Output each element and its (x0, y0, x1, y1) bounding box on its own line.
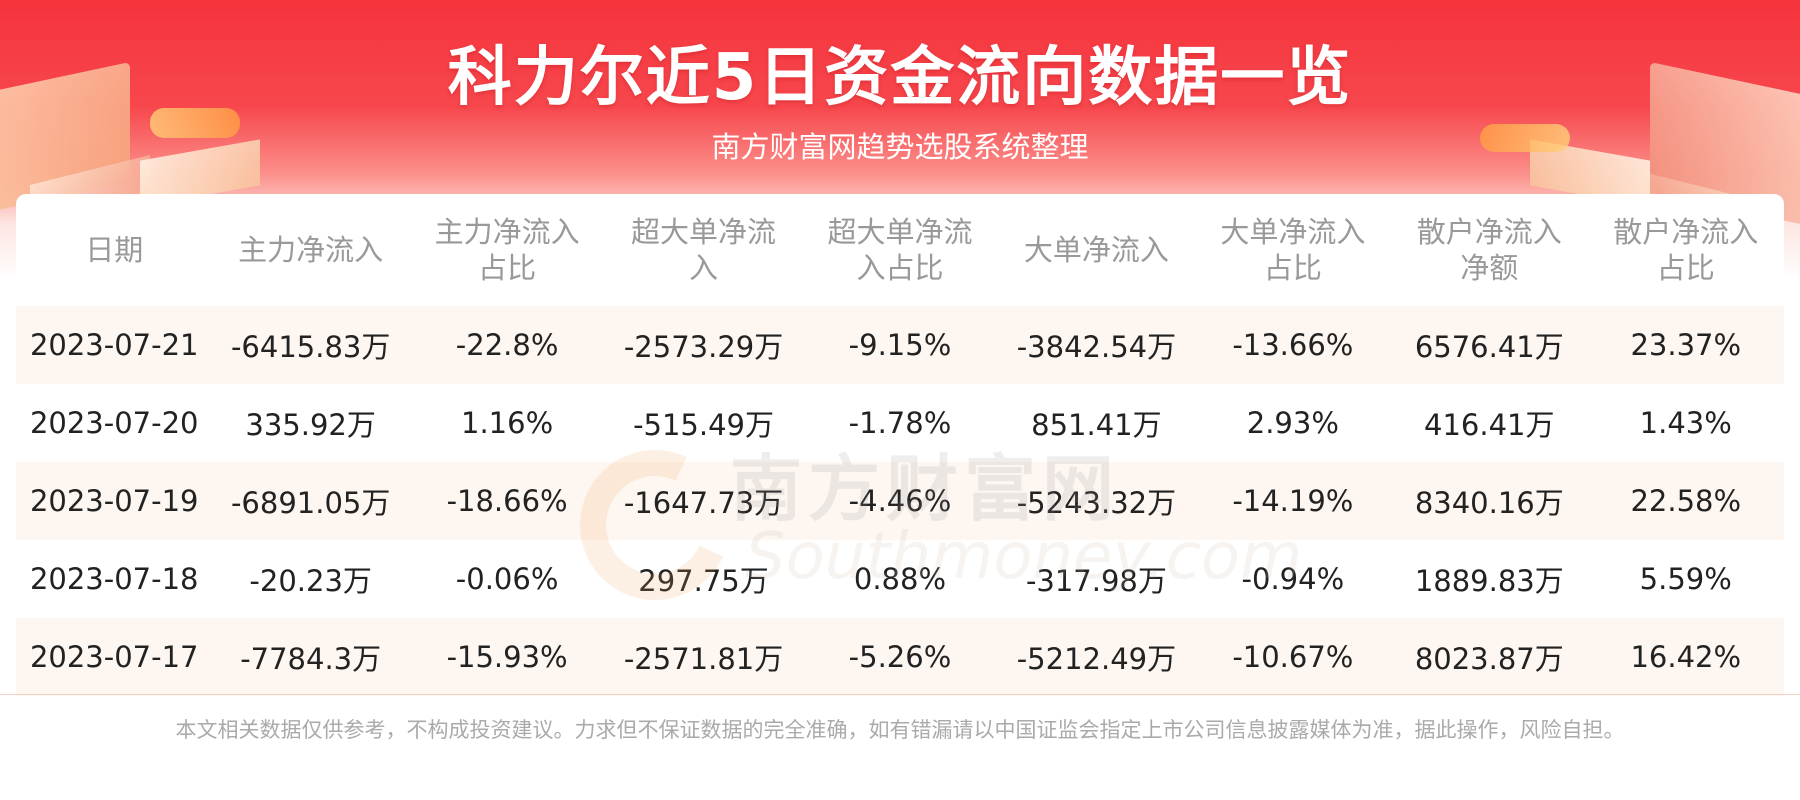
value-cell: -20.23万 (249, 564, 372, 598)
table-row: 2023-07-20 335.92万 1.16% -515.49万 -1.78% 851.… (16, 384, 1784, 462)
column-header: 大单净流入 (998, 194, 1194, 306)
column-header-label: 主力净流入 (238, 233, 384, 267)
value-cell: 2.93% (1246, 406, 1339, 440)
column-header-label: 超大单净流 (827, 215, 973, 249)
column-header-label: 主力净流入 (434, 215, 580, 249)
column-header-label: 大单净流入 (1023, 233, 1169, 267)
column-header-label: 净额 (1460, 251, 1519, 285)
column-header-label: 入占比 (856, 251, 944, 285)
value-cell: -2573.29万 (605, 306, 802, 384)
column-header: 超大单净流 入占比 (802, 194, 998, 306)
table-row: 2023-07-19 -6891.05万 -18.66% -1647.73万 -4.46… (16, 462, 1784, 540)
value-cell: -2571.81万 (605, 618, 802, 696)
value-cell: -6891.05万 (212, 462, 409, 540)
value-cell: 416.41万 (1424, 408, 1555, 442)
page-title: 科力尔近5日资金流向数据一览 (447, 41, 1353, 115)
column-header-label: 大单净流入 (1220, 215, 1366, 249)
table-row: 2023-07-17 -7784.3万 -15.93% -2571.81万 -5.26%… (16, 618, 1784, 696)
date-cell: 2023-07-18 (29, 562, 199, 596)
column-header: 超大单净流入 (605, 194, 801, 306)
value-cell: 23.37% (1587, 306, 1784, 384)
column-header-label: 占比 (1263, 251, 1322, 285)
table-card (16, 194, 1784, 694)
value-cell: 16.42% (1587, 618, 1784, 696)
value-cell: 851.41万 (1031, 408, 1162, 442)
table-row: 2023-07-18 -20.23万 -0.06% 297.75万 0.88% -317.… (16, 540, 1784, 618)
date-cell: 2023-07-21 (16, 306, 213, 384)
fund-flow-table: 日期 主力净流入 主力净流入 占比 超大单净流入超大单净流 入占比 大单净流入 大单净流入 占比… (16, 194, 1784, 696)
value-cell: -0.94% (1241, 562, 1345, 596)
value-cell: -9.15% (801, 306, 999, 384)
value-cell: 5.59% (1639, 562, 1732, 596)
value-cell: 22.58% (1587, 462, 1784, 540)
value-cell: 8340.16万 (1391, 462, 1588, 540)
column-header-label: 散户净流入 (1416, 215, 1562, 249)
column-header: 大单净流入 占比 (1195, 194, 1391, 306)
table-body: 2023-07-21 -6415.83万 -22.8% -2573.29万 -9.15%… (16, 306, 1784, 696)
date-cell: 2023-07-19 (16, 462, 213, 540)
date-cell: 2023-07-20 (29, 406, 199, 440)
value-cell: -0.06% (455, 562, 559, 596)
value-cell: 1.43% (1639, 406, 1732, 440)
column-header-label: 超大单净流 (631, 215, 777, 249)
column-header-label: 入 (689, 251, 719, 285)
column-header: 散户净流入 净额 (1391, 194, 1587, 306)
value-cell: -18.66% (408, 462, 606, 540)
value-cell: -515.49万 (633, 408, 774, 442)
column-header: 主力净流入 (212, 194, 408, 306)
decorative-shape (1480, 124, 1570, 152)
value-cell: -10.67% (1194, 618, 1392, 696)
value-cell: -1.78% (848, 406, 952, 440)
table-row: 2023-07-21 -6415.83万 -22.8% -2573.29万 -9.15%… (16, 306, 1784, 384)
value-cell: -13.66% (1194, 306, 1392, 384)
value-cell: 1889.83万 (1414, 564, 1564, 598)
value-cell: -7784.3万 (212, 618, 409, 696)
date-cell: 2023-07-17 (16, 618, 213, 696)
value-cell: 8023.87万 (1391, 618, 1588, 696)
value-cell: 1.16% (461, 406, 554, 440)
value-cell: 6576.41万 (1391, 306, 1588, 384)
column-header-label: 占比 (1656, 251, 1715, 285)
table-header-row: 日期 主力净流入 主力净流入 占比 超大单净流入超大单净流 入占比 大单净流入 大单净流入 占比… (16, 194, 1784, 306)
value-cell: -6415.83万 (212, 306, 409, 384)
value-cell: -22.8% (408, 306, 606, 384)
value-cell: 0.88% (853, 562, 947, 596)
value-cell: -4.46% (801, 462, 999, 540)
column-header: 散户净流入 占比 (1588, 194, 1785, 306)
value-cell: -5243.32万 (998, 462, 1195, 540)
column-header: 主力净流入 占比 (409, 194, 605, 306)
value-cell: -1647.73万 (605, 462, 802, 540)
column-header-label: 散户净流入 (1613, 215, 1759, 249)
page-subtitle: 南方财富网趋势选股系统整理 (711, 130, 1089, 164)
footer-divider (0, 694, 1800, 695)
value-cell: 335.92万 (245, 408, 376, 442)
value-cell: -5212.49万 (998, 618, 1195, 696)
disclaimer-text: 本文相关数据仅供参考，不构成投资建议。力求但不保证数据的完全准确，如有错漏请以中… (175, 718, 1625, 742)
decorative-shape (150, 108, 240, 138)
value-cell: -15.93% (408, 618, 606, 696)
value-cell: -317.98万 (1025, 564, 1167, 598)
column-header-label: 占比 (478, 251, 537, 285)
value-cell: 297.75万 (638, 564, 769, 598)
column-header-label: 日期 (85, 233, 144, 267)
value-cell: -14.19% (1194, 462, 1392, 540)
value-cell: -5.26% (801, 618, 999, 696)
column-header: 日期 (16, 194, 212, 306)
value-cell: -3842.54万 (998, 306, 1195, 384)
